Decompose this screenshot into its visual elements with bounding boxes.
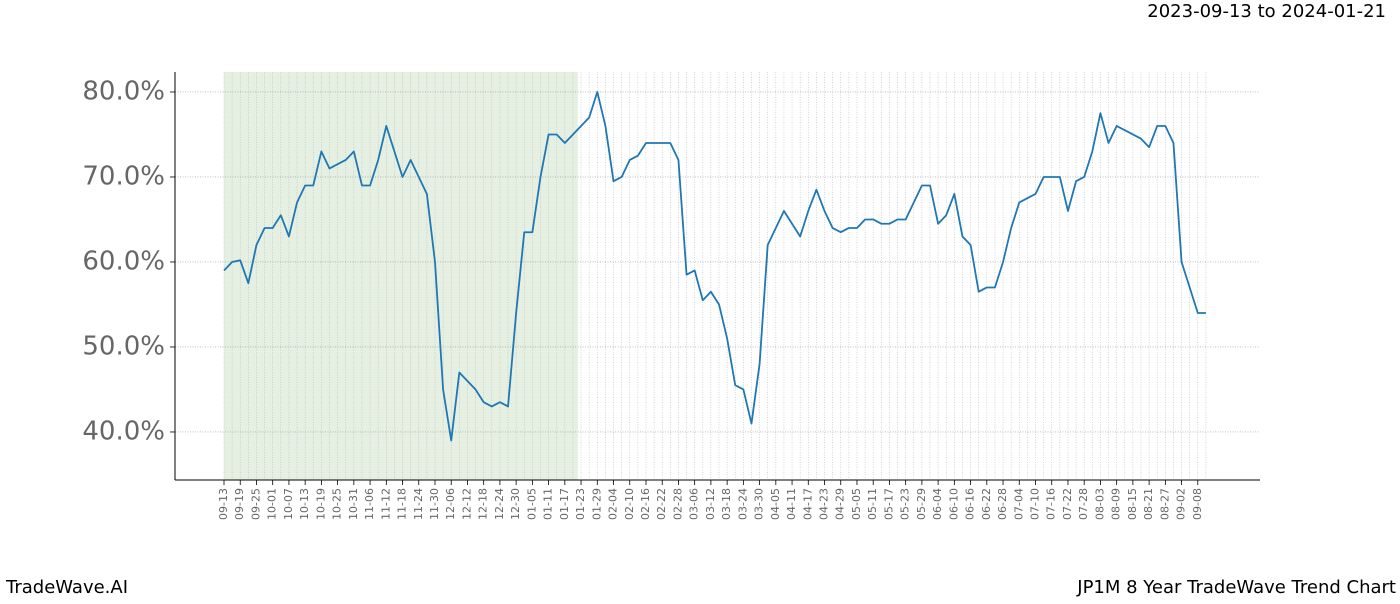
x-tick-label: 03-24 [736, 488, 749, 520]
x-tick-label: 01-11 [542, 488, 555, 520]
x-tick-label: 08-03 [1093, 488, 1106, 520]
x-tick-label: 09-25 [249, 488, 262, 520]
x-tick-label: 01-05 [525, 488, 538, 520]
y-tick-label: 50.0% [82, 331, 165, 361]
y-tick-label: 60.0% [82, 246, 165, 276]
x-tick-label: 09-02 [1175, 488, 1188, 520]
x-tick-label: 11-30 [428, 488, 441, 520]
x-tick-label: 02-22 [655, 488, 668, 520]
x-tick-label: 02-04 [607, 488, 620, 520]
x-tick-label: 05-29 [915, 488, 928, 520]
x-tick-label: 07-16 [1045, 488, 1058, 520]
x-tick-label: 02-28 [671, 488, 684, 520]
x-tick-label: 01-17 [558, 488, 571, 520]
x-tick-label: 03-12 [704, 488, 717, 520]
x-tick-label: 11-06 [363, 488, 376, 520]
x-tick-label: 03-30 [753, 488, 766, 520]
x-tick-label: 04-29 [834, 488, 847, 520]
x-tick-label: 10-25 [331, 488, 344, 520]
x-tick-label: 09-19 [233, 488, 246, 520]
x-tick-label: 08-15 [1126, 488, 1139, 520]
x-tick-label: 12-06 [444, 488, 457, 520]
x-tick-label: 06-04 [931, 488, 944, 520]
x-tick-label: 07-28 [1077, 488, 1090, 520]
x-tick-label: 09-08 [1191, 488, 1204, 520]
x-tick-label: 12-24 [493, 488, 506, 520]
highlight-region [224, 72, 578, 480]
x-tick-label: 05-23 [899, 488, 912, 520]
x-tick-label: 10-13 [298, 488, 311, 520]
x-tick-label: 06-28 [996, 488, 1009, 520]
date-range: 2023-09-13 to 2024-01-21 [1147, 1, 1386, 22]
x-tick-label: 12-30 [509, 488, 522, 520]
x-tick-label: 07-10 [1029, 488, 1042, 520]
x-tick-label: 10-31 [347, 488, 360, 520]
y-tick-label: 40.0% [82, 416, 165, 446]
x-tick-label: 03-06 [688, 488, 701, 520]
chart-title: JP1M 8 Year TradeWave Trend Chart [1076, 577, 1396, 598]
x-tick-label: 10-01 [266, 488, 279, 520]
x-tick-label: 03-18 [720, 488, 733, 520]
x-tick-label: 02-10 [623, 488, 636, 520]
x-tick-label: 05-11 [866, 488, 879, 520]
x-tick-label: 06-16 [964, 488, 977, 520]
x-tick-label: 04-23 [818, 488, 831, 520]
trend-line [223, 91, 1206, 442]
x-tick-label: 07-04 [1012, 488, 1025, 520]
x-tick-label: 04-05 [769, 488, 782, 520]
x-tick-label: 04-11 [785, 488, 798, 520]
x-tick-label: 06-10 [947, 488, 960, 520]
x-tick-label: 07-22 [1061, 488, 1074, 520]
x-tick-label: 05-05 [850, 488, 863, 520]
x-tick-label: 12-18 [477, 488, 490, 520]
y-tick-label: 80.0% [82, 76, 165, 106]
x-tick-label: 11-12 [379, 488, 392, 520]
x-tick-label: 02-16 [639, 488, 652, 520]
x-tick-label: 08-27 [1158, 488, 1171, 520]
x-tick-label: 01-29 [590, 488, 603, 520]
x-tick-label: 11-18 [396, 488, 409, 520]
x-tick-label: 11-24 [412, 488, 425, 520]
x-tick-label: 10-19 [314, 488, 327, 520]
x-tick-label: 08-21 [1142, 488, 1155, 520]
x-tick-label: 06-22 [980, 488, 993, 520]
x-tick-label: 10-07 [282, 488, 295, 520]
x-tick-label: 12-12 [460, 488, 473, 520]
y-tick-label: 70.0% [82, 161, 165, 191]
x-tick-label: 05-17 [882, 488, 895, 520]
x-tick-label: 09-13 [217, 488, 230, 520]
x-tick-label: 01-23 [574, 488, 587, 520]
x-tick-label: 08-09 [1110, 488, 1123, 520]
brand: TradeWave.AI [5, 577, 128, 598]
x-tick-label: 04-17 [801, 488, 814, 520]
